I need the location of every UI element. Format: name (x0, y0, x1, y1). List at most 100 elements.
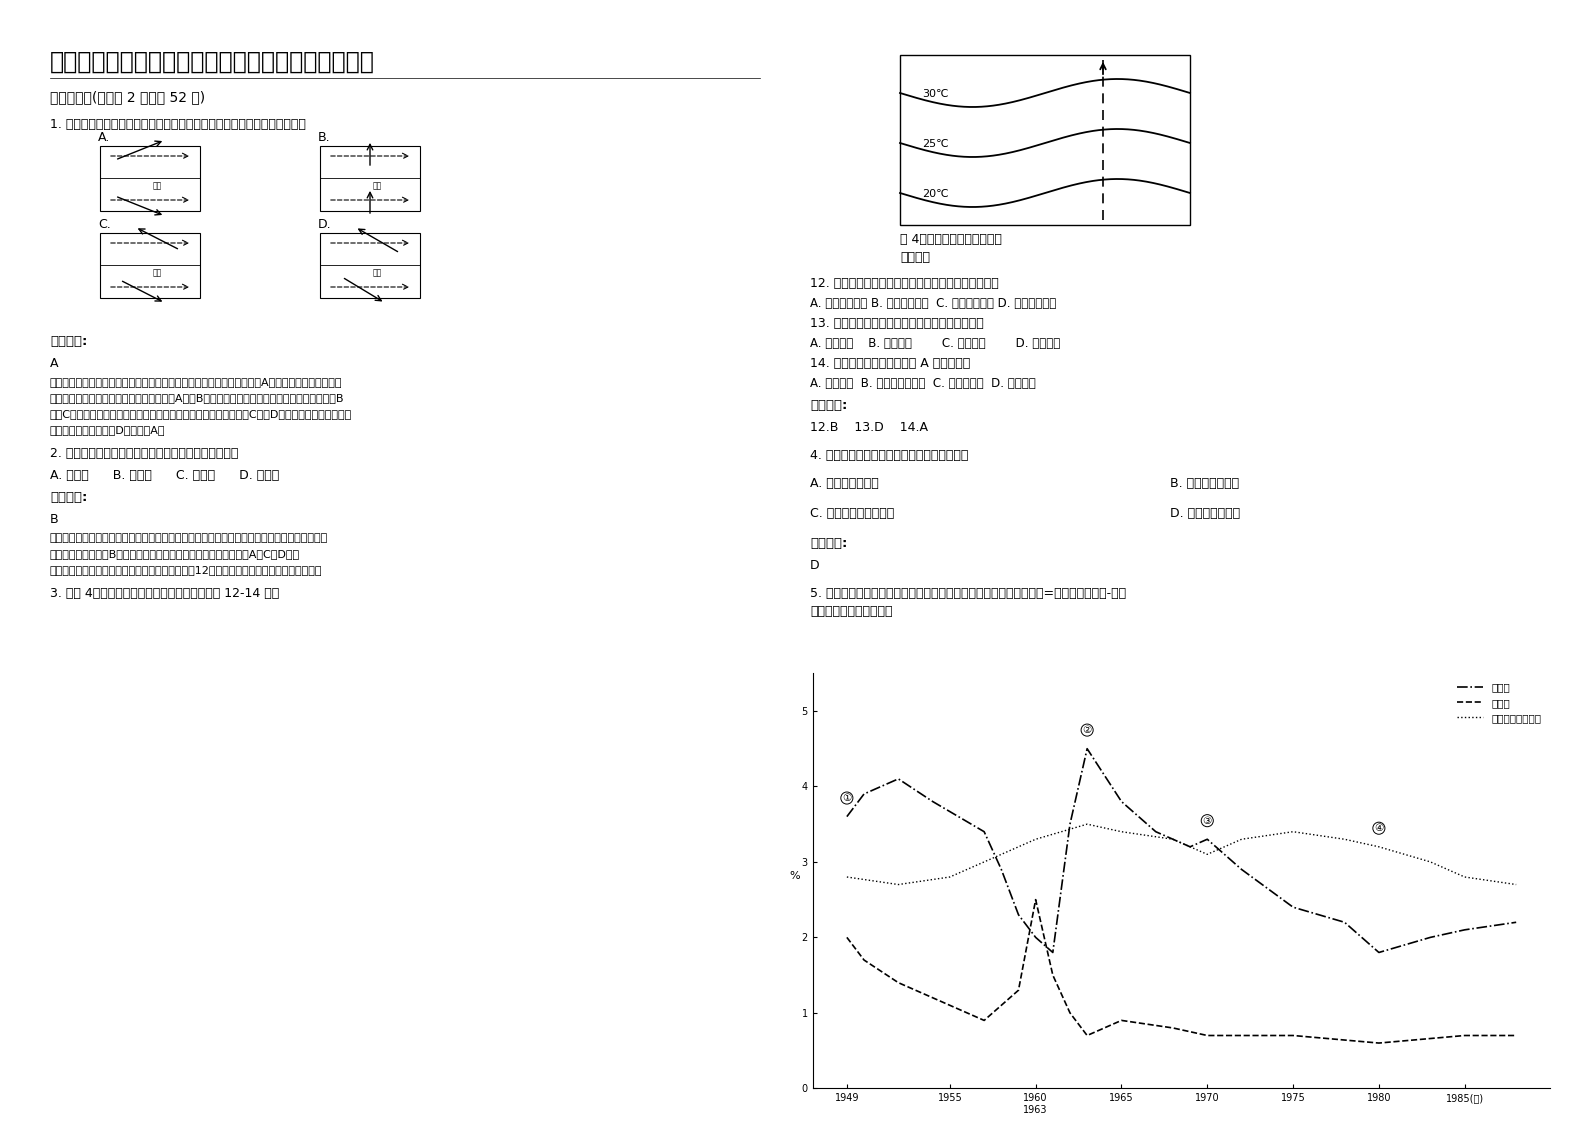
Text: 赤道: 赤道 (152, 268, 162, 277)
Text: 赤道: 赤道 (152, 181, 162, 190)
社会劳动者增长率 (838, 871, 857, 884)
出生率 (1027, 930, 1046, 944)
死亡率 (1112, 1013, 1132, 1027)
死亡率 (1163, 1021, 1182, 1034)
Text: B.: B. (317, 131, 330, 144)
出生率 (1060, 818, 1079, 831)
Bar (100, 233, 200, 298)
出生率 (889, 772, 908, 785)
Text: 参考答案:: 参考答案: (809, 399, 847, 412)
社会劳动者增长率 (1506, 877, 1525, 891)
Text: 参考答案:: 参考答案: (51, 335, 87, 348)
Text: 错。C图中的两物体偏转方向北半球为向左偏转，南半球向右偏转，C错。D图中的物体北半球向左偏: 错。C图中的两物体偏转方向北半球为向左偏转，南半球向右偏转，C错。D图中的物体北… (51, 410, 352, 419)
死亡率 (1078, 1029, 1097, 1042)
社会劳动者增长率 (1284, 825, 1303, 838)
出生率 (1232, 863, 1251, 876)
出生率 (974, 825, 993, 838)
死亡率 (974, 1013, 993, 1027)
Text: A. 秘鲁寒流  B. 加利福尼亚寒流  C. 本格拉寒流  D. 千岛寒流: A. 秘鲁寒流 B. 加利福尼亚寒流 C. 本格拉寒流 D. 千岛寒流 (809, 377, 1036, 390)
Legend: 出生率, 死亡率, 社会劳动者增长率: 出生率, 死亡率, 社会劳动者增长率 (1452, 679, 1546, 727)
Text: A.: A. (98, 131, 110, 144)
社会劳动者增长率 (1420, 855, 1439, 868)
Text: C.: C. (98, 218, 111, 231)
社会劳动者增长率 (1078, 818, 1097, 831)
Text: 图 4，海洋某区域的表层海水: 图 4，海洋某区域的表层海水 (900, 233, 1001, 246)
死亡率 (838, 930, 857, 944)
Text: B. 地球的球体形状: B. 地球的球体形状 (1170, 477, 1239, 490)
Text: 13. 有关该洋流对沿岸气候影响的叙述，正确的是: 13. 有关该洋流对沿岸气候影响的叙述，正确的是 (809, 318, 984, 330)
Text: ①: ① (843, 793, 852, 803)
死亡率 (1284, 1029, 1303, 1042)
死亡率 (1027, 893, 1046, 907)
Text: 12.B    13.D    14.A: 12.B 13.D 14.A (809, 421, 928, 434)
Text: 参考答案:: 参考答案: (51, 491, 87, 504)
Text: A: A (51, 357, 59, 370)
Bar (100, 146, 200, 211)
Text: D.: D. (317, 218, 332, 231)
死亡率 (1009, 984, 1028, 997)
出生率 (1112, 794, 1132, 808)
Text: 2. 红日初升，其道大光。西安一年中日出最早的时间是: 2. 红日初升，其道大光。西安一年中日出最早的时间是 (51, 447, 238, 460)
出生率 (1335, 916, 1354, 929)
Text: D: D (809, 559, 819, 572)
社会劳动者增长率 (1335, 833, 1354, 846)
死亡率 (889, 976, 908, 990)
Text: 红日初升，其道大光。西安一年中日出最早的时间是一年中昼长最长的日期，夏至日北半球昼长: 红日初升，其道大光。西安一年中日出最早的时间是一年中昼长最长的日期，夏至日北半球… (51, 533, 329, 543)
社会劳动者增长率 (1163, 833, 1182, 846)
出生率 (1078, 742, 1097, 755)
Text: 5. 根据中国科学院国情分析课题小组的研究报告，剩余劳动力增长率=人口自然增长率-社会: 5. 根据中国科学院国情分析课题小组的研究报告，剩余劳动力增长率=人口自然增长率… (809, 587, 1127, 600)
死亡率 (1370, 1037, 1389, 1050)
Text: 4. 决定太阳在地球表面的直射点移动范围的是: 4. 决定太阳在地球表面的直射点移动范围的是 (809, 449, 968, 462)
社会劳动者增长率 (889, 877, 908, 891)
Line: 出生率: 出生率 (847, 748, 1516, 953)
Line: 死亡率: 死亡率 (847, 900, 1516, 1043)
Text: ④: ④ (1374, 824, 1384, 834)
社会劳动者增长率 (1232, 833, 1251, 846)
Text: 北半球，北侧向右偏转，南侧应向左偏转，A对。B图中的北半球向左偏转，南半球的向右偏转，B: 北半球，北侧向右偏转，南侧应向左偏转，A对。B图中的北半球向左偏转，南半球的向右… (51, 393, 344, 403)
Text: A. 北半球、暖流 B. 南半球、寒流  C. 南半球、暖流 D. 北半球、寒流: A. 北半球、暖流 B. 南半球、寒流 C. 南半球、暖流 D. 北半球、寒流 (809, 297, 1057, 310)
死亡率 (1198, 1029, 1217, 1042)
出生率 (1420, 930, 1439, 944)
Text: 劳动者增长率，读图完成: 劳动者增长率，读图完成 (809, 605, 892, 618)
Text: 试题分析：根据地转偏向力的特征，在北半球向右偏，在南半球向左偏。A图中赤道两侧分别位于南: 试题分析：根据地转偏向力的特征，在北半球向右偏，在南半球向左偏。A图中赤道两侧分… (51, 377, 343, 387)
Text: A. 增温增湿    B. 增温减湿        C. 降温增湿        D. 降温减湿: A. 增温增湿 B. 增温减湿 C. 降温增湿 D. 降温减湿 (809, 337, 1060, 350)
社会劳动者增长率 (1198, 847, 1217, 861)
出生率 (1009, 908, 1028, 921)
Text: 达到一年中最大值，B对。冬至日是昼长最小值，二分日昼长居中。A、C、D错。: 达到一年中最大值，B对。冬至日是昼长最小值，二分日昼长居中。A、C、D错。 (51, 549, 300, 559)
Text: 25℃: 25℃ (922, 139, 949, 149)
社会劳动者增长率 (1455, 871, 1474, 884)
社会劳动者增长率 (1027, 833, 1046, 846)
Text: 赤道: 赤道 (373, 181, 382, 190)
出生率 (992, 863, 1011, 876)
Bar (321, 146, 421, 211)
Y-axis label: %: % (789, 871, 800, 881)
Text: 参考答案:: 参考答案: (809, 537, 847, 550)
出生率 (1506, 916, 1525, 929)
出生率 (1455, 923, 1474, 937)
Text: 3. 读图 4，海洋某区域的表层海水等温线图回答 12-14 题。: 3. 读图 4，海洋某区域的表层海水等温线图回答 12-14 题。 (51, 587, 279, 600)
Text: 1. 下图中虚线表示水平运动物体的初始方向，实线表示其偏转方向正确的是: 1. 下图中虚线表示水平运动物体的初始方向，实线表示其偏转方向正确的是 (51, 118, 306, 131)
Text: 转，南半球向右偏转，D错。故选A。: 转，南半球向右偏转，D错。故选A。 (51, 425, 165, 435)
社会劳动者增长率 (992, 847, 1011, 861)
社会劳动者增长率 (941, 871, 960, 884)
Bar (900, 55, 1190, 226)
Text: A. 春分日      B. 夏至日      C. 秋分日      D. 冬至日: A. 春分日 B. 夏至日 C. 秋分日 D. 冬至日 (51, 469, 279, 482)
出生率 (838, 810, 857, 824)
Text: D. 黄赤交角的大小: D. 黄赤交角的大小 (1170, 507, 1239, 519)
出生率 (854, 788, 873, 801)
Text: B: B (51, 513, 59, 526)
Bar (321, 233, 421, 298)
出生率 (924, 794, 943, 808)
死亡率 (854, 954, 873, 967)
死亡率 (941, 999, 960, 1012)
Line: 社会劳动者增长率: 社会劳动者增长率 (847, 825, 1516, 884)
Text: 30℃: 30℃ (922, 89, 949, 99)
死亡率 (1060, 1006, 1079, 1020)
Text: 河北省保定市第二高级中学高一地理期末试卷含解析: 河北省保定市第二高级中学高一地理期末试卷含解析 (51, 50, 375, 74)
Text: 14. 如果该海域在太平洋，则 A 洋流应该是: 14. 如果该海域在太平洋，则 A 洋流应该是 (809, 357, 970, 370)
死亡率 (1043, 968, 1062, 982)
出生率 (1370, 946, 1389, 959)
Text: 等温线图: 等温线图 (900, 251, 930, 264)
出生率 (1146, 825, 1165, 838)
Text: C. 地球在宇宙中的位置: C. 地球在宇宙中的位置 (809, 507, 893, 519)
